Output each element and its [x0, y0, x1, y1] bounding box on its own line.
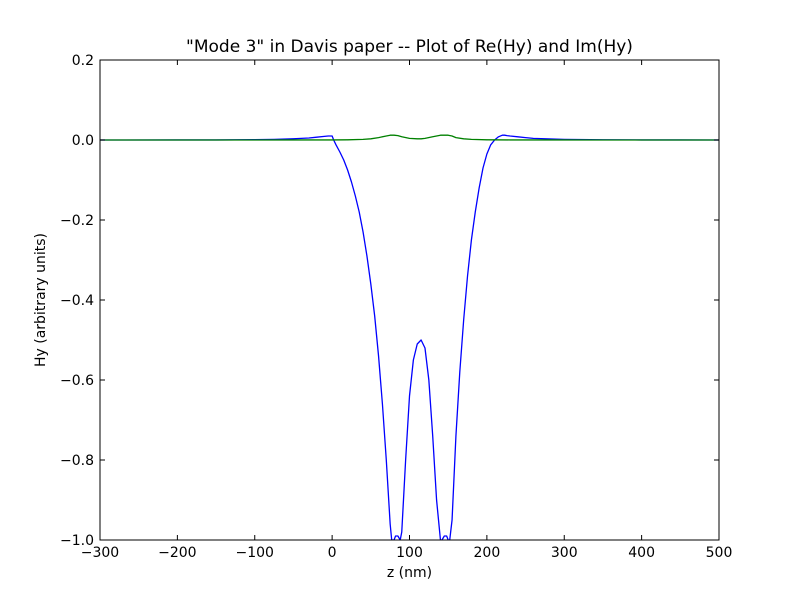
x-tick-label: 200: [474, 545, 501, 561]
y-tick-label: −0.2: [60, 213, 94, 229]
series-layer: [100, 134, 719, 540]
x-tick-label: 100: [396, 545, 423, 561]
y-tick-label: −0.8: [60, 453, 94, 469]
y-tick-label: −0.4: [60, 293, 94, 309]
x-tick-label: 500: [706, 545, 733, 561]
series-line-2: [100, 134, 719, 141]
y-axis-label: Hy (arbitrary units): [33, 233, 49, 367]
x-tick-label: −200: [158, 545, 196, 561]
x-tick-label: −100: [236, 545, 274, 561]
ticks-layer: −300 −200 −100 0 100 200 300 400 500 0.2 0.0 −0.2 −0…: [60, 53, 732, 561]
x-tick-label: 400: [628, 545, 655, 561]
x-tick-label: 300: [551, 545, 578, 561]
x-tick-label: 0: [328, 545, 337, 561]
x-tick-label: −300: [81, 545, 119, 561]
y-tick-label: −0.6: [60, 373, 94, 389]
y-tick-label: 0.2: [72, 53, 94, 69]
x-axis-label: z (nm): [387, 565, 432, 581]
chart-title: "Mode 3" in Davis paper -- Plot of Re(Hy…: [186, 37, 633, 57]
series-line-1: [100, 134, 719, 540]
y-tick-label: −1.0: [60, 533, 94, 549]
y-tick-label: 0.0: [72, 133, 94, 149]
